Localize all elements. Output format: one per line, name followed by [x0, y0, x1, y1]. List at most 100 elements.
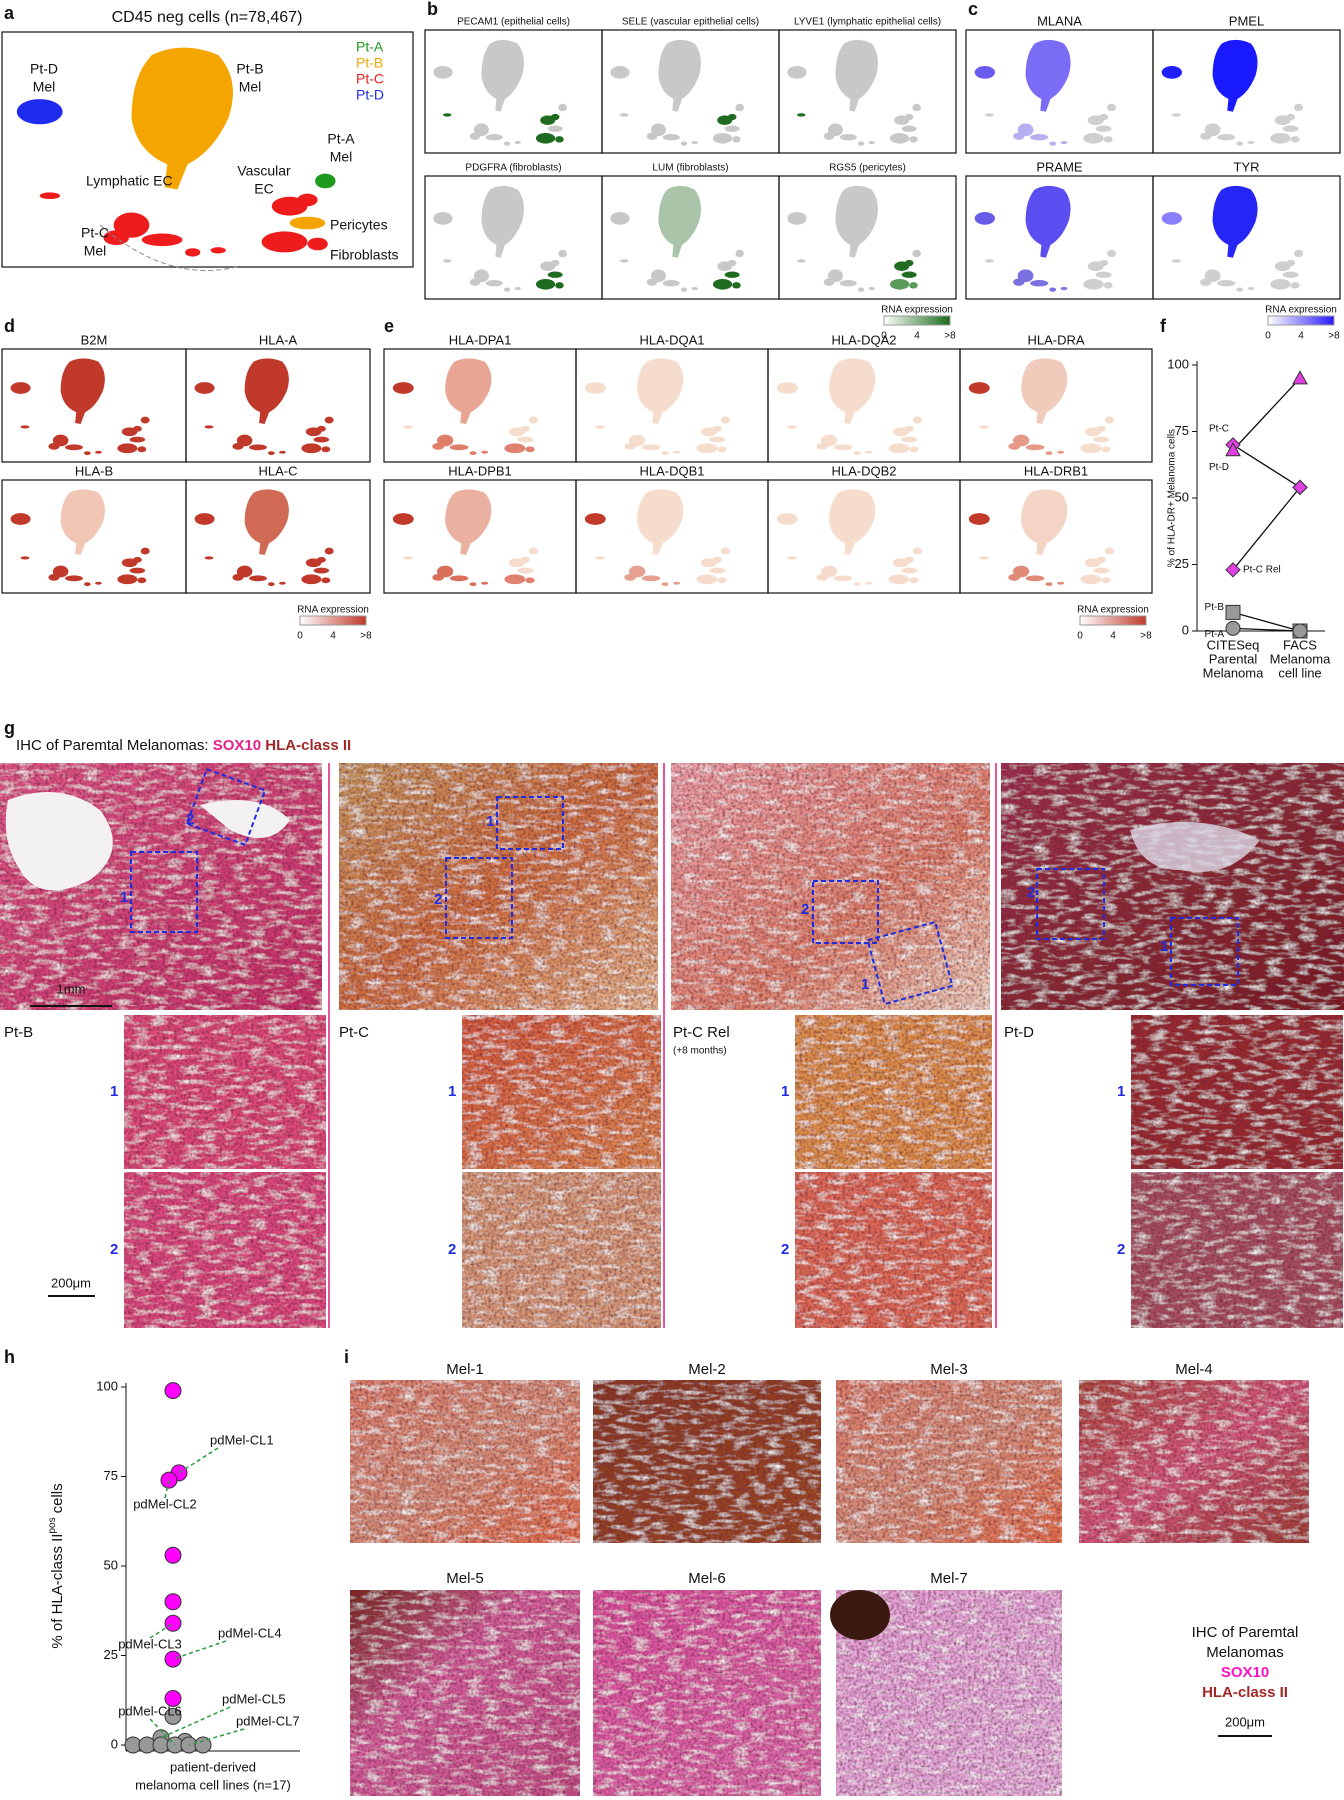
series-label: Pt-D [1209, 462, 1229, 473]
colorbar-tick: 4 [1298, 331, 1304, 342]
gene-name: PECAM1 (epithelial cells) [457, 17, 570, 28]
colorbar-tick: 4 [1110, 631, 1116, 642]
region-number: 2 [801, 901, 809, 918]
gene-name: RGS5 (pericytes) [829, 163, 906, 174]
label-part: cells [49, 1483, 66, 1513]
umap [968, 489, 1115, 587]
region-number: 2 [1117, 1241, 1125, 1258]
annotation: pdMel-CL7 [236, 1713, 300, 1728]
annotation-leader [172, 1640, 227, 1660]
panel-frame [1, 31, 414, 268]
ihc-zoom [1131, 1172, 1343, 1328]
annotation: pdMel-CL5 [222, 1691, 286, 1706]
ihc-image [350, 1380, 580, 1543]
gene-name: HLA-C [258, 463, 297, 478]
gene-name: HLA-DQA2 [831, 332, 896, 347]
colorbar [1079, 615, 1147, 626]
y-tick-label: 25 [104, 1647, 118, 1662]
gene-name: HLA-B [75, 463, 113, 478]
cluster-label: Mel [84, 243, 107, 259]
colorbar-tick: 4 [914, 331, 920, 342]
dashed-arc [99, 224, 241, 272]
annotation-leader [149, 1622, 174, 1639]
sample-name: Mel-3 [930, 1361, 968, 1378]
umap [10, 358, 150, 456]
gene-name: HLA-DQA1 [639, 332, 704, 347]
ihc-image [1079, 1380, 1309, 1543]
sample-name: Pt-D [1004, 1024, 1034, 1041]
point [164, 1650, 182, 1668]
sample-name: Mel-4 [1175, 1361, 1213, 1378]
region-box [812, 880, 879, 944]
y-tick-label: 75 [1175, 423, 1189, 438]
annotation: pdMel-CL1 [210, 1432, 274, 1447]
cluster-label: Mel [33, 79, 56, 95]
series-label: Pt-B [1205, 602, 1225, 613]
point [164, 1546, 182, 1564]
gene-name: HLA-DQB1 [639, 463, 704, 478]
panel-label: d [4, 316, 15, 336]
region-number: 1 [1117, 1083, 1125, 1100]
umap [194, 489, 334, 587]
colorbar-title: RNA expression [1265, 305, 1337, 316]
umap [433, 185, 567, 292]
region-box [185, 767, 267, 847]
gene-name: PMEL [1229, 13, 1264, 28]
point [1225, 562, 1241, 578]
umap [1161, 39, 1304, 146]
panel-frame [778, 175, 957, 300]
region-number: 2 [186, 811, 194, 828]
region-box [1170, 917, 1239, 986]
scale-label: 200μm [51, 1275, 91, 1290]
ihc-image [836, 1380, 1062, 1543]
sample-name: Pt-B [4, 1024, 33, 1041]
series-label: Pt-C Rel [1243, 564, 1281, 575]
sample-name: Mel-7 [930, 1570, 968, 1587]
annotation: pdMel-CL3 [118, 1636, 182, 1651]
scale-label: 1mm [57, 981, 86, 996]
series-line [1232, 627, 1301, 632]
ihc-image [593, 1380, 821, 1543]
point [164, 1382, 182, 1400]
annotation-leader [160, 1706, 231, 1739]
title-text: IHC of Paremtal Melanomas: [16, 737, 209, 754]
region-box [496, 796, 564, 850]
point [164, 1593, 182, 1611]
annotation-leader [178, 1447, 219, 1474]
point [160, 1471, 178, 1489]
region-box [1036, 868, 1105, 940]
colorbar-tick: 0 [297, 631, 303, 642]
panel-frame [1152, 175, 1341, 300]
cluster-label: Pt-C [81, 225, 109, 241]
chart-f: f 0 25 50 75 100 % of HLA-DR+ Melanoma cells CI… [1160, 316, 1331, 681]
ihc-image [1001, 763, 1344, 1010]
umap [974, 39, 1117, 146]
gene-name: TYR [1234, 159, 1260, 174]
umap [776, 358, 923, 456]
panel-frame [778, 29, 957, 154]
region-number: 2 [110, 1241, 118, 1258]
x-tick-label: Parental [1209, 651, 1258, 666]
panel-title: IHC of Paremtal Melanomas: SOX10 HLA-cla… [16, 737, 351, 754]
sample-name: Pt-C [339, 1024, 369, 1041]
colorbar-tick: >8 [944, 331, 956, 342]
cluster-label: Vascular [237, 163, 291, 179]
stain: SOX10 [1221, 1664, 1269, 1681]
x-tick-label: CITESeq [1207, 637, 1260, 652]
cluster-label: Pt-A [327, 131, 355, 147]
umap [392, 489, 539, 587]
series-label: Pt-C [1209, 423, 1229, 434]
ihc-zooms: Pt-B Pt-C Pt-C Rel (+8 months) Pt-D 1 2 … [4, 763, 1343, 1328]
region-number: 1 [110, 1083, 118, 1100]
x-axis-label: melanoma cell lines (n=17) [135, 1777, 291, 1792]
ihc-zoom [124, 1172, 326, 1328]
series-label: Pt-A [1205, 629, 1225, 640]
umap [10, 489, 150, 587]
ihc-zoom [795, 1015, 992, 1169]
region-number: 1 [120, 889, 128, 906]
ihc-zoom [462, 1015, 661, 1169]
colorbar [1267, 315, 1335, 326]
gene-name: PDGFRA (fibroblasts) [465, 163, 561, 174]
y-tick-label: 25 [1175, 556, 1189, 571]
